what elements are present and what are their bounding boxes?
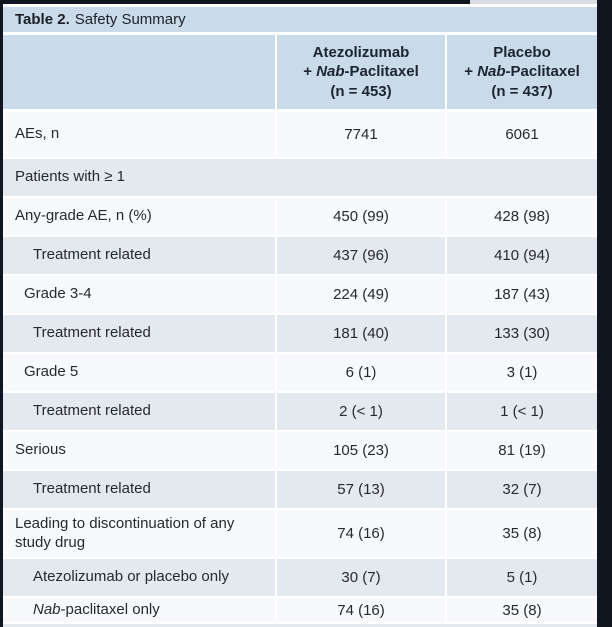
value-atezolizumab: 30 (7) — [277, 559, 445, 596]
table-title-text: Safety Summary — [74, 11, 186, 28]
table-row: Leading to discontinuation of any study … — [3, 510, 597, 557]
table-row: Serious 105 (23) 81 (19) — [3, 432, 597, 469]
table-row: Treatment related 181 (40) 133 (30) — [3, 315, 597, 352]
table-title: Table 2. Safety Summary — [3, 7, 597, 32]
table-row: Patients with ≥ 1 — [3, 159, 597, 196]
value-atezolizumab: 74 (16) — [277, 510, 445, 557]
value-placebo: 6061 — [447, 112, 597, 157]
header-drug-name: Placebo — [493, 43, 551, 61]
table-row: AEs, n 7741 6061 — [3, 112, 597, 157]
value-atezolizumab: 7741 — [277, 112, 445, 157]
value-placebo: 32 (7) — [447, 471, 597, 508]
header-n-count: (n = 453) — [330, 82, 392, 100]
row-label: Treatment related — [3, 315, 275, 352]
row-label: Grade 5 — [3, 354, 275, 391]
row-label: AEs, n — [3, 112, 275, 157]
header-n-count: (n = 437) — [491, 82, 553, 100]
safety-summary-table: Table 2. Safety Summary Atezolizumab + N… — [3, 4, 597, 627]
table-row: Treatment related 2 (< 1) 1 (< 1) — [3, 393, 597, 430]
bottom-row-sliver — [3, 624, 597, 627]
value-atezolizumab: 6 (1) — [277, 354, 445, 391]
value-atezolizumab: 224 (49) — [277, 276, 445, 313]
column-header-placebo: Placebo + Nab-Paclitaxel (n = 437) — [447, 35, 597, 109]
table-row: Treatment related 437 (96) 410 (94) — [3, 237, 597, 274]
table-row: Nab -paclitaxel only 74 (16) 35 (8) — [3, 598, 597, 622]
value-placebo: 410 (94) — [447, 237, 597, 274]
value-atezolizumab: 181 (40) — [277, 315, 445, 352]
value-atezolizumab: 105 (23) — [277, 432, 445, 469]
row-label: Treatment related — [3, 237, 275, 274]
header-row: Atezolizumab + Nab-Paclitaxel (n = 453) … — [3, 35, 597, 109]
value-placebo: 133 (30) — [447, 315, 597, 352]
column-header-atezolizumab: Atezolizumab + Nab-Paclitaxel (n = 453) — [277, 35, 445, 109]
row-label: Leading to discontinuation of any study … — [3, 510, 275, 557]
value-atezolizumab: 450 (99) — [277, 198, 445, 235]
row-label: Nab -paclitaxel only — [3, 598, 275, 622]
table-row: Any-grade AE, n (%) 450 (99) 428 (98) — [3, 198, 597, 235]
row-label: Treatment related — [3, 471, 275, 508]
right-border-bar — [597, 0, 612, 627]
value-placebo: 3 (1) — [447, 354, 597, 391]
header-combo-line: + Nab-Paclitaxel — [464, 63, 580, 81]
row-label: Grade 3-4 — [3, 276, 275, 313]
value-atezolizumab: 74 (16) — [277, 598, 445, 622]
value-placebo: 35 (8) — [447, 510, 597, 557]
value-placebo: 35 (8) — [447, 598, 597, 622]
value-atezolizumab: 57 (13) — [277, 471, 445, 508]
table-row: Grade 5 6 (1) 3 (1) — [3, 354, 597, 391]
row-label: Patients with ≥ 1 — [3, 159, 597, 196]
stub-header — [3, 35, 275, 109]
row-label: Atezolizumab or placebo only — [3, 559, 275, 596]
value-placebo: 428 (98) — [447, 198, 597, 235]
row-label: Any-grade AE, n (%) — [3, 198, 275, 235]
table-body: AEs, n 7741 6061 Patients with ≥ 1 Any-g… — [3, 112, 597, 624]
header-drug-name: Atezolizumab — [312, 43, 410, 61]
value-atezolizumab: 2 (< 1) — [277, 393, 445, 430]
value-atezolizumab: 437 (96) — [277, 237, 445, 274]
value-placebo: 187 (43) — [447, 276, 597, 313]
table-row: Treatment related 57 (13) 32 (7) — [3, 471, 597, 508]
value-placebo: 5 (1) — [447, 559, 597, 596]
table-row: Grade 3-4 224 (49) 187 (43) — [3, 276, 597, 313]
header-combo-line: + Nab-Paclitaxel — [303, 63, 419, 81]
table-row: Atezolizumab or placebo only 30 (7) 5 (1… — [3, 559, 597, 596]
table-number: Table 2. — [15, 11, 70, 28]
row-label: Serious — [3, 432, 275, 469]
value-placebo: 1 (< 1) — [447, 393, 597, 430]
value-placebo: 81 (19) — [447, 432, 597, 469]
row-label: Treatment related — [3, 393, 275, 430]
